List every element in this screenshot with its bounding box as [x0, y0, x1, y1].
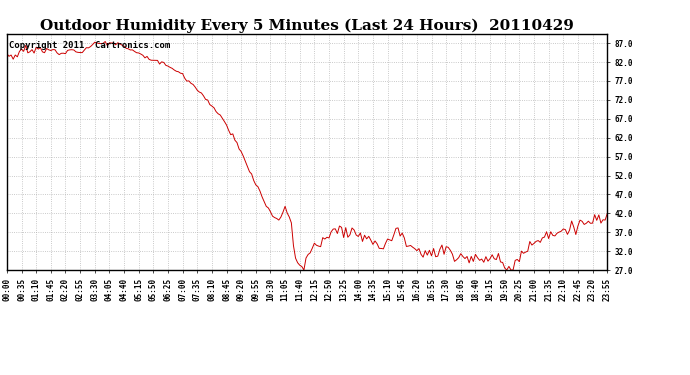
Text: Copyright 2011  Cartronics.com: Copyright 2011 Cartronics.com — [9, 41, 170, 50]
Title: Outdoor Humidity Every 5 Minutes (Last 24 Hours)  20110429: Outdoor Humidity Every 5 Minutes (Last 2… — [40, 18, 574, 33]
